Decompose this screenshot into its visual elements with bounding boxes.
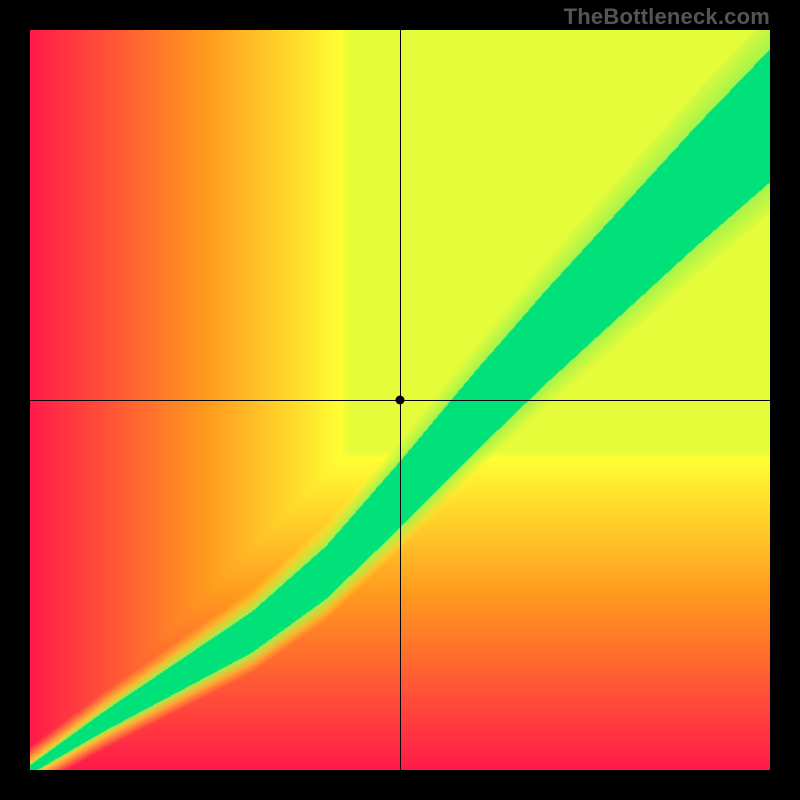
watermark-text: TheBottleneck.com	[564, 4, 770, 30]
heatmap-plot-area	[30, 30, 770, 770]
data-point-marker	[396, 396, 405, 405]
outer-frame: TheBottleneck.com	[0, 0, 800, 800]
